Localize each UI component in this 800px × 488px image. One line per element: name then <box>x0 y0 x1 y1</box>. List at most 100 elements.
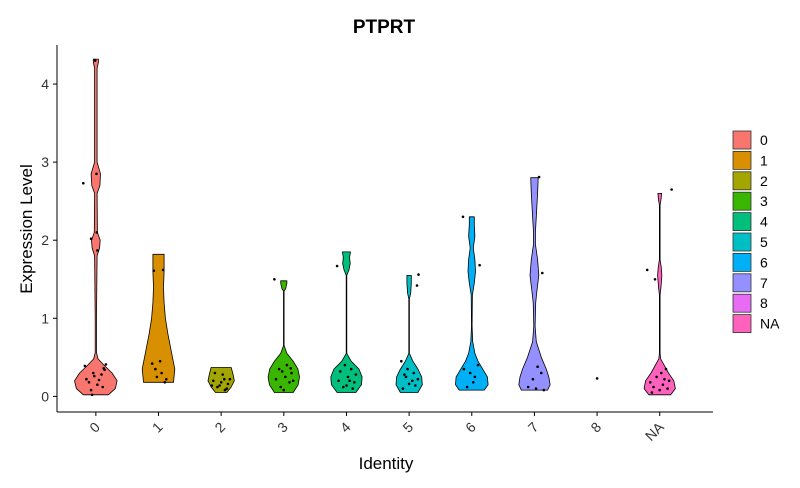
violin-group-5 <box>395 273 423 393</box>
data-point <box>346 375 350 379</box>
violin-group-7 <box>518 175 551 392</box>
data-point <box>337 379 340 383</box>
x-axis-ticks: 0 1 2 3 4 5 6 7 8 NA <box>86 412 667 444</box>
data-point <box>595 377 599 380</box>
legend: 0 1 2 3 4 5 6 7 8 NA <box>732 130 780 334</box>
x-axis-label: Identity <box>359 454 414 473</box>
data-point <box>461 215 465 219</box>
data-point <box>531 377 535 381</box>
violin-4 <box>330 251 363 393</box>
legend-swatch-7 <box>732 273 752 293</box>
data-point <box>165 377 168 381</box>
y-tick-label: 3 <box>41 154 49 170</box>
y-tick-label: 1 <box>41 310 49 326</box>
data-point <box>542 388 546 392</box>
data-point <box>354 373 358 376</box>
data-point <box>213 371 217 375</box>
data-point <box>284 375 287 379</box>
legend-label-7: 7 <box>760 275 768 291</box>
data-point <box>649 381 652 384</box>
data-point <box>228 377 232 381</box>
x-tick-label: 7 <box>525 419 542 436</box>
data-point <box>155 375 159 379</box>
data-point <box>219 381 223 384</box>
plot-area <box>74 58 676 397</box>
data-point <box>468 371 472 375</box>
violin-5 <box>395 274 423 393</box>
x-tick-label: 0 <box>86 419 103 436</box>
data-point <box>288 381 291 384</box>
data-point <box>212 379 215 383</box>
data-point <box>93 59 97 62</box>
legend-swatch-4 <box>732 212 752 232</box>
x-tick-label: 5 <box>399 419 416 436</box>
data-point <box>90 393 94 397</box>
data-point <box>400 359 403 363</box>
data-point <box>658 388 661 392</box>
data-point <box>476 363 480 367</box>
data-point <box>101 385 104 389</box>
data-point <box>478 263 481 267</box>
data-point <box>407 382 411 386</box>
data-point <box>290 371 293 375</box>
data-point <box>655 375 658 379</box>
violin-group-3 <box>267 278 300 393</box>
data-point <box>403 373 406 376</box>
legend-swatch-0 <box>732 130 752 150</box>
data-point <box>97 378 101 382</box>
data-point <box>536 365 539 369</box>
data-point <box>218 384 221 387</box>
data-point <box>653 278 657 281</box>
data-point <box>338 370 342 373</box>
data-point <box>412 371 416 375</box>
data-point <box>537 175 541 179</box>
data-point <box>664 367 668 371</box>
data-point <box>351 387 355 390</box>
legend-label-4: 4 <box>760 214 768 230</box>
chart-title: PTPRT <box>353 17 416 38</box>
data-point <box>221 373 224 376</box>
legend-label-2: 2 <box>760 173 768 189</box>
data-point <box>401 387 405 390</box>
data-point <box>416 377 420 381</box>
data-point <box>223 388 227 392</box>
data-point <box>158 359 162 363</box>
data-point <box>274 377 278 381</box>
violin-group-2 <box>207 367 235 393</box>
data-point <box>404 375 408 379</box>
data-point <box>87 381 91 384</box>
data-point <box>89 237 93 240</box>
legend-label-8: 8 <box>760 295 768 311</box>
data-point <box>150 362 154 365</box>
data-point <box>161 268 165 272</box>
data-point <box>83 364 87 368</box>
x-tick-label: 8 <box>587 419 604 436</box>
y-tick-label: 0 <box>41 388 49 404</box>
data-point <box>210 384 214 387</box>
legend-swatch-1 <box>732 150 752 170</box>
data-point <box>160 371 163 375</box>
legend-label-0: 0 <box>760 132 768 148</box>
data-point <box>343 363 347 367</box>
data-point <box>289 367 293 370</box>
data-point <box>89 388 93 392</box>
data-point <box>652 385 655 389</box>
x-tick-label: NA <box>642 418 668 444</box>
data-point <box>411 379 414 383</box>
data-point <box>348 379 351 383</box>
legend-label-6: 6 <box>760 254 768 270</box>
data-point <box>663 377 666 381</box>
data-point <box>154 367 157 371</box>
data-point <box>472 381 475 384</box>
data-point <box>152 269 156 273</box>
violin-NA <box>643 192 676 396</box>
x-tick-label: 4 <box>337 419 354 436</box>
legend-swatch-2 <box>732 171 752 191</box>
data-point <box>100 373 103 376</box>
data-point <box>335 264 339 268</box>
violin-1 <box>141 253 176 383</box>
y-axis-label: Expression Level <box>17 164 36 293</box>
data-point <box>670 188 673 191</box>
violin-3 <box>267 280 300 393</box>
